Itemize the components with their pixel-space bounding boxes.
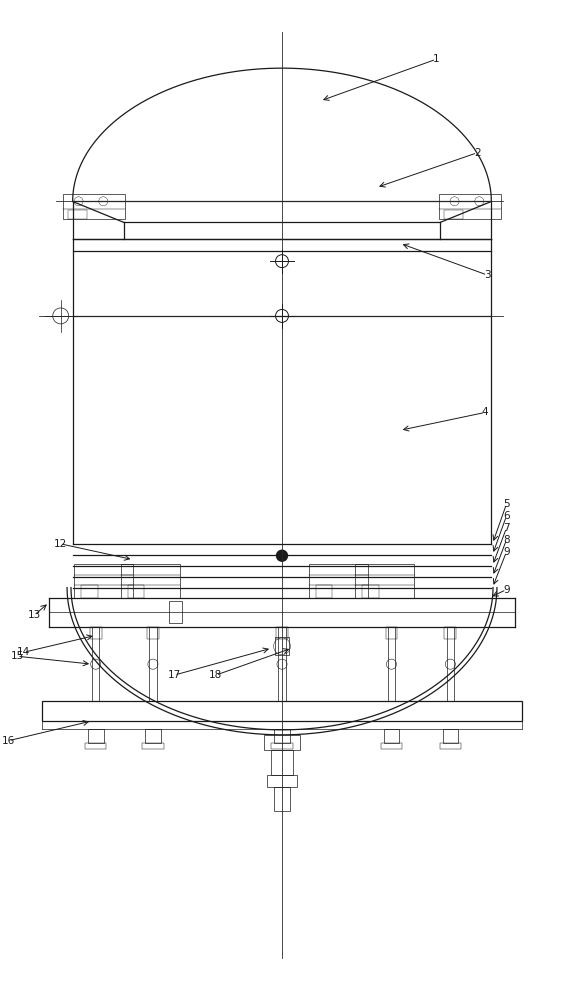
- Bar: [444, 627, 456, 639]
- Text: 15: 15: [11, 651, 24, 661]
- Bar: [388, 627, 395, 701]
- Bar: [81, 585, 98, 598]
- Text: 2: 2: [474, 148, 481, 158]
- Bar: [127, 585, 144, 598]
- Bar: [267, 775, 297, 787]
- Text: 3: 3: [484, 270, 491, 280]
- Text: 7: 7: [503, 523, 510, 533]
- Bar: [362, 585, 379, 598]
- Bar: [386, 627, 397, 639]
- Text: 5: 5: [503, 499, 510, 509]
- Circle shape: [276, 550, 288, 561]
- Text: 1: 1: [433, 54, 440, 64]
- Text: 9: 9: [503, 585, 510, 595]
- Bar: [271, 750, 293, 775]
- Bar: [309, 564, 368, 598]
- Text: 17: 17: [168, 670, 181, 680]
- Text: 9: 9: [503, 547, 510, 557]
- Text: 14: 14: [17, 647, 30, 657]
- Bar: [276, 627, 288, 639]
- Bar: [42, 701, 522, 721]
- Bar: [68, 210, 87, 219]
- Text: 8: 8: [503, 535, 510, 545]
- Bar: [275, 637, 289, 655]
- Bar: [274, 787, 290, 811]
- Bar: [279, 627, 285, 701]
- Text: 6: 6: [503, 511, 510, 521]
- Bar: [444, 210, 462, 219]
- Text: 12: 12: [54, 539, 67, 549]
- Text: 4: 4: [482, 407, 488, 417]
- Bar: [142, 743, 164, 749]
- Bar: [63, 194, 125, 219]
- Bar: [147, 627, 159, 639]
- Bar: [447, 627, 454, 701]
- Bar: [88, 729, 104, 743]
- Text: 18: 18: [209, 670, 222, 680]
- Bar: [264, 735, 300, 750]
- Bar: [169, 601, 182, 623]
- Bar: [316, 585, 332, 598]
- Bar: [355, 564, 414, 598]
- Bar: [90, 627, 102, 639]
- Bar: [439, 194, 501, 219]
- Bar: [440, 743, 461, 749]
- Bar: [149, 627, 157, 701]
- Bar: [271, 743, 293, 749]
- Bar: [92, 627, 99, 701]
- Bar: [121, 564, 179, 598]
- Bar: [85, 743, 107, 749]
- Bar: [443, 729, 458, 743]
- Bar: [145, 729, 161, 743]
- Bar: [274, 729, 290, 743]
- Text: 16: 16: [2, 736, 15, 746]
- Bar: [384, 729, 399, 743]
- Text: 13: 13: [27, 610, 41, 620]
- Bar: [381, 743, 402, 749]
- Bar: [74, 564, 133, 598]
